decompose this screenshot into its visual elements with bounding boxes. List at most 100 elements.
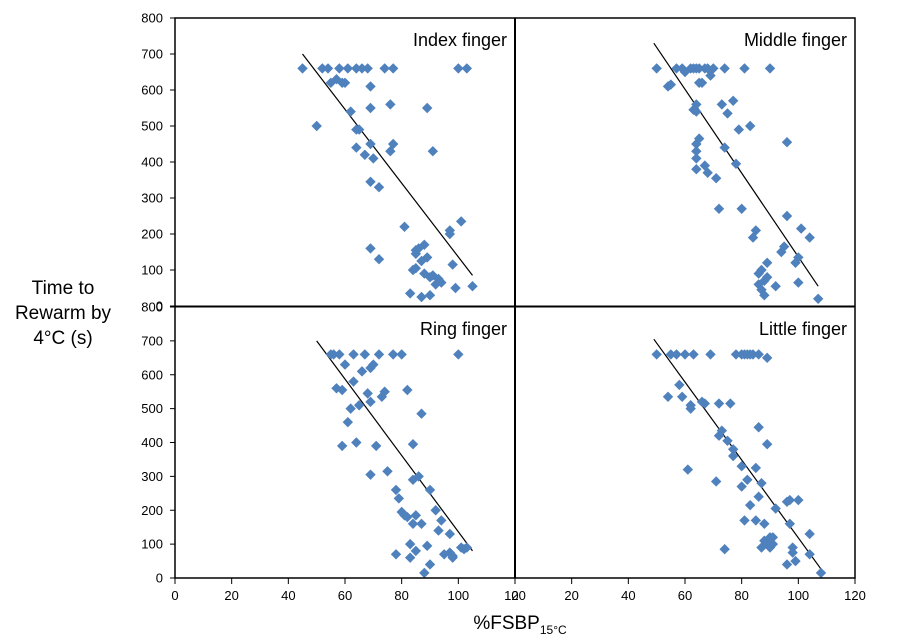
x-tick-label: 100 <box>787 588 809 603</box>
data-point <box>753 422 764 433</box>
data-point <box>467 281 478 292</box>
data-point <box>373 254 385 265</box>
data-point <box>795 223 807 234</box>
data-point <box>733 124 745 135</box>
data-point <box>812 293 824 304</box>
data-point <box>693 133 705 144</box>
data-point <box>311 120 322 132</box>
data-point <box>691 146 702 157</box>
data-point <box>793 252 804 263</box>
data-point <box>750 462 762 474</box>
x-tick-label: 20 <box>564 588 578 603</box>
data-point <box>393 493 405 504</box>
data-point <box>665 79 677 90</box>
data-point <box>382 466 393 477</box>
data-point <box>804 549 815 560</box>
trendline-3 <box>316 340 473 552</box>
y-axis-label-line-2: Rewarm by <box>14 303 112 324</box>
y-tick-label: 700 <box>141 333 163 348</box>
data-point <box>727 444 739 455</box>
data-point <box>419 567 430 579</box>
data-point <box>696 77 708 88</box>
data-point <box>365 396 376 408</box>
data-point <box>756 477 767 489</box>
data-point <box>410 545 422 557</box>
data-point <box>761 438 773 450</box>
data-point <box>759 535 770 546</box>
data-point <box>761 352 773 364</box>
data-point <box>345 106 356 117</box>
data-point <box>342 416 354 428</box>
data-point <box>297 63 308 74</box>
data-point <box>727 95 739 106</box>
data-point <box>348 349 359 360</box>
trendline-1 <box>302 53 473 276</box>
data-point <box>787 547 798 558</box>
data-point <box>404 538 416 550</box>
data-point <box>404 552 416 563</box>
data-point <box>753 491 764 502</box>
data-point <box>679 349 691 360</box>
data-point <box>421 252 433 263</box>
y-tick-label: 400 <box>141 435 163 450</box>
data-point <box>421 102 433 114</box>
x-tick-label: 80 <box>394 588 408 603</box>
data-point <box>730 158 742 169</box>
y-tick-label: 200 <box>141 227 163 242</box>
data-point <box>781 210 793 222</box>
data-point <box>781 559 793 570</box>
data-point <box>662 391 674 402</box>
data-point <box>359 349 371 360</box>
data-point <box>339 77 351 88</box>
data-point <box>676 391 688 402</box>
data-point <box>699 160 711 171</box>
data-point <box>719 544 730 555</box>
data-point <box>736 203 747 214</box>
data-point <box>322 63 334 74</box>
data-point <box>671 63 682 74</box>
data-point <box>387 349 399 360</box>
y-tick-label: 400 <box>141 155 163 170</box>
data-point <box>424 559 436 570</box>
data-point <box>682 464 694 475</box>
data-point <box>353 400 365 411</box>
data-point <box>784 518 796 529</box>
data-point <box>744 499 756 511</box>
data-point <box>336 384 348 396</box>
data-point <box>427 146 439 157</box>
data-point <box>359 149 371 160</box>
data-point <box>722 108 733 119</box>
panel-title-2: Middle finger <box>744 30 847 50</box>
data-point <box>455 216 467 227</box>
data-point <box>453 349 464 360</box>
data-point <box>764 63 776 74</box>
data-point <box>362 388 373 399</box>
data-point <box>365 176 376 187</box>
data-point <box>742 474 753 485</box>
data-point <box>345 403 356 414</box>
x-tick-label: 100 <box>447 588 469 603</box>
data-point <box>778 241 790 252</box>
data-point <box>699 398 711 409</box>
data-point <box>671 349 682 360</box>
data-point <box>404 288 416 299</box>
data-point <box>770 503 781 514</box>
data-point <box>407 518 419 529</box>
data-point <box>317 63 328 74</box>
x-axis-label-main: %FSBP <box>473 613 540 634</box>
data-point <box>387 138 399 150</box>
data-point <box>385 99 396 110</box>
y-axis-label-line-3: 4°C (s) <box>33 328 93 349</box>
data-point <box>461 63 473 74</box>
data-point <box>365 102 376 114</box>
x-tick-label: 60 <box>678 588 692 603</box>
data-point <box>416 291 427 303</box>
x-tick-label: 120 <box>844 588 866 603</box>
data-point <box>390 484 402 496</box>
data-point <box>351 63 362 74</box>
x-tick-label: 60 <box>338 588 352 603</box>
data-point <box>776 246 787 258</box>
data-point <box>353 124 365 135</box>
x-tick-label: 20 <box>224 588 238 603</box>
